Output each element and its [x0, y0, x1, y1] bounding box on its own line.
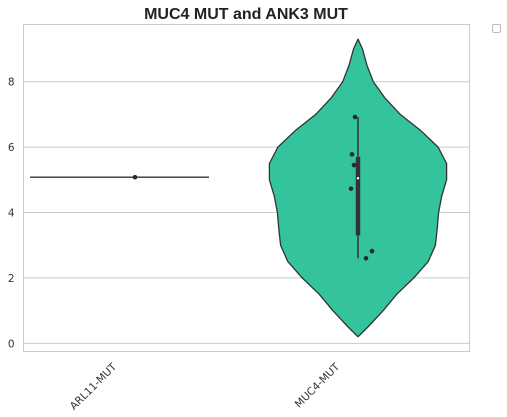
data-point	[348, 186, 354, 191]
data-point	[351, 162, 357, 168]
x-tick-label-arl11-mut: ARL11-MUT	[68, 361, 120, 413]
violins	[30, 38, 448, 338]
x-tick-label-muc4-mut: MUC4-MUT	[293, 361, 343, 411]
data-point	[352, 114, 358, 120]
plot-frame	[23, 24, 470, 352]
y-tick-label-4: 4	[8, 208, 15, 220]
y-tick-label-6: 6	[8, 142, 15, 154]
y-tick-label-2: 2	[8, 273, 15, 285]
data-point	[132, 174, 138, 180]
y-tick-labels: 0 2 4 6 8	[8, 77, 15, 351]
violin-group-arl11-mut	[30, 174, 209, 180]
y-tick-label-8: 8	[8, 77, 15, 89]
y-tick-label-0: 0	[8, 338, 15, 350]
legend	[492, 24, 501, 33]
median-marker	[356, 176, 360, 180]
violin-group-muc4-mut	[268, 38, 448, 338]
data-point	[363, 256, 369, 261]
chart-title: MUC4 MUT and ANK3 MUT	[144, 6, 348, 23]
data-point	[349, 152, 355, 157]
x-tick-labels: ARL11-MUT MUC4-MUT	[68, 361, 343, 413]
data-point	[369, 248, 375, 254]
